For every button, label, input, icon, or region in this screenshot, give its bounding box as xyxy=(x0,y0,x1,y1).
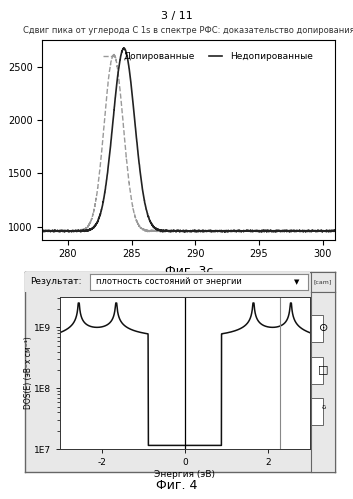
Bar xyxy=(306,357,323,384)
Допированные xyxy=(158,229,162,235)
Недопированные xyxy=(62,228,67,234)
Недопированные xyxy=(333,228,337,234)
Допированные xyxy=(80,228,85,234)
Допированные xyxy=(28,228,32,234)
Недопированные xyxy=(259,229,264,235)
Legend: Допированные, Недопированные: Допированные, Недопированные xyxy=(100,48,316,65)
X-axis label: Энергия (эВ): Энергия (эВ) xyxy=(154,470,215,479)
Text: Результат:: Результат: xyxy=(30,277,82,286)
Недопированные xyxy=(145,209,149,215)
Недопированные xyxy=(122,45,126,51)
Text: Фиг. 4: Фиг. 4 xyxy=(156,479,197,492)
Line: Допированные: Допированные xyxy=(30,54,335,233)
Допированные xyxy=(145,227,149,233)
Line: Недопированные: Недопированные xyxy=(30,48,335,232)
Text: ⊙: ⊙ xyxy=(319,323,328,333)
Bar xyxy=(306,398,323,425)
Text: Фиг. 3с: Фиг. 3с xyxy=(164,265,213,278)
Title: Сдвиг пика от углерода С 1s в спектре РФС: доказательство допирования: Сдвиг пика от углерода С 1s в спектре РФ… xyxy=(23,26,353,35)
Недопированные xyxy=(158,228,162,234)
Допированные xyxy=(333,228,337,234)
Text: 3 / 11: 3 / 11 xyxy=(161,11,192,21)
Недопированные xyxy=(80,228,85,234)
Допированные xyxy=(111,51,115,57)
Bar xyxy=(306,315,323,342)
Недопированные xyxy=(328,228,332,234)
Text: DOS(E) (эВ⁻x см⁻¹): DOS(E) (эВ⁻x см⁻¹) xyxy=(24,337,33,409)
Text: плотность состояний от энергии: плотность состояний от энергии xyxy=(96,277,242,286)
Text: □: □ xyxy=(318,364,329,374)
Допированные xyxy=(62,228,67,234)
Недопированные xyxy=(28,228,32,234)
Допированные xyxy=(259,230,264,236)
Text: ᵟ: ᵟ xyxy=(321,406,325,416)
Text: ▼: ▼ xyxy=(294,279,299,285)
Недопированные xyxy=(294,228,299,234)
Допированные xyxy=(294,227,299,233)
Допированные xyxy=(328,228,332,234)
Text: [cam]: [cam] xyxy=(313,279,332,284)
